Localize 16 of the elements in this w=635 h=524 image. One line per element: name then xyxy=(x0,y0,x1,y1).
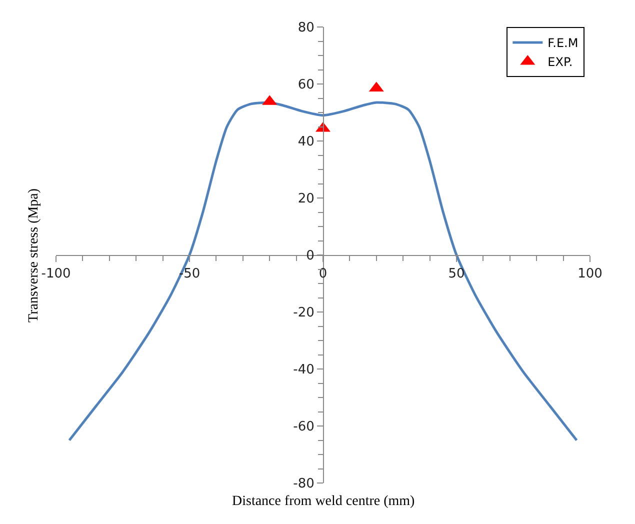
x-tick-label: -100 xyxy=(41,266,71,282)
y-tick-label: -60 xyxy=(293,420,314,435)
y-tick-label: 60 xyxy=(298,78,314,93)
y-tick-label: -40 xyxy=(293,362,314,378)
legend-label: F.E.M xyxy=(548,36,578,50)
x-tick-label: 50 xyxy=(448,266,465,282)
y-tick-label: 80 xyxy=(298,20,314,36)
y-axis-title: Transverse stress (Mpa) xyxy=(26,188,42,322)
x-axis-title: Distance from weld centre (mm) xyxy=(232,494,416,509)
y-tick-label: 20 xyxy=(298,192,314,207)
y-tick-label: 0 xyxy=(306,248,314,264)
y-tick-label: 40 xyxy=(298,134,314,150)
x-tick-label: 100 xyxy=(578,266,602,282)
y-tick-label: -20 xyxy=(293,306,314,321)
y-tick-label: -80 xyxy=(293,476,314,492)
legend-label: EXP. xyxy=(548,55,573,70)
